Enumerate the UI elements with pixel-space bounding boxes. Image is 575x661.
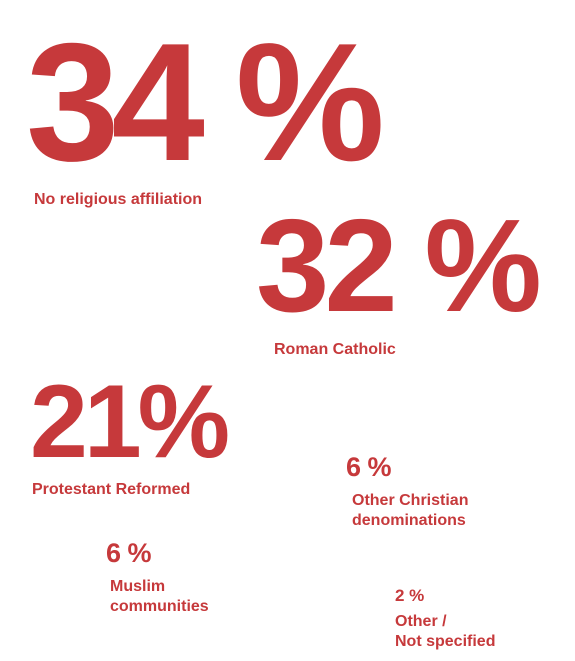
stat-label: Other / Not specified — [395, 612, 495, 652]
stat-label-line: communities — [110, 598, 209, 615]
stat-label-line: denominations — [352, 512, 466, 529]
stat-label: Muslim communities — [110, 577, 209, 617]
stat-label-line: No religious affiliation — [34, 191, 203, 208]
stat-label-line: Protestant Reformed — [32, 481, 191, 498]
stat-label: Other Christian denominations — [352, 491, 468, 531]
stat-value: 6 % — [106, 538, 152, 568]
stat-label-line: Other Christian — [352, 492, 469, 509]
stat-label: Protestant Reformed — [32, 480, 226, 500]
stat-value: 21% — [30, 364, 230, 480]
stat-value: 32 % — [256, 192, 542, 339]
stat-protestant-reformed: 21% Protestant Reformed — [30, 364, 230, 500]
stat-value: 6 % — [346, 452, 392, 482]
stat-label-line: Not specified — [395, 633, 496, 650]
stat-no-religious-affiliation: 34 % No religious affiliation — [26, 8, 385, 210]
stat-value: 34 % — [26, 8, 385, 196]
stat-label: Roman Catholic — [274, 340, 537, 360]
stat-muslim-communities: 6 % Muslim communities — [106, 540, 209, 617]
stat-other-christian: 6 % Other Christian denominations — [346, 454, 468, 531]
stat-label: No religious affiliation — [34, 190, 377, 210]
stat-label-line: Muslim — [110, 578, 166, 595]
stat-other-not-specified: 2 % Other / Not specified — [395, 587, 495, 652]
stat-label-line: Other / — [395, 613, 447, 630]
stat-value: 2 % — [395, 586, 425, 605]
stat-roman-catholic: 32 % Roman Catholic — [256, 192, 542, 360]
stat-label-line: Roman Catholic — [274, 341, 396, 358]
